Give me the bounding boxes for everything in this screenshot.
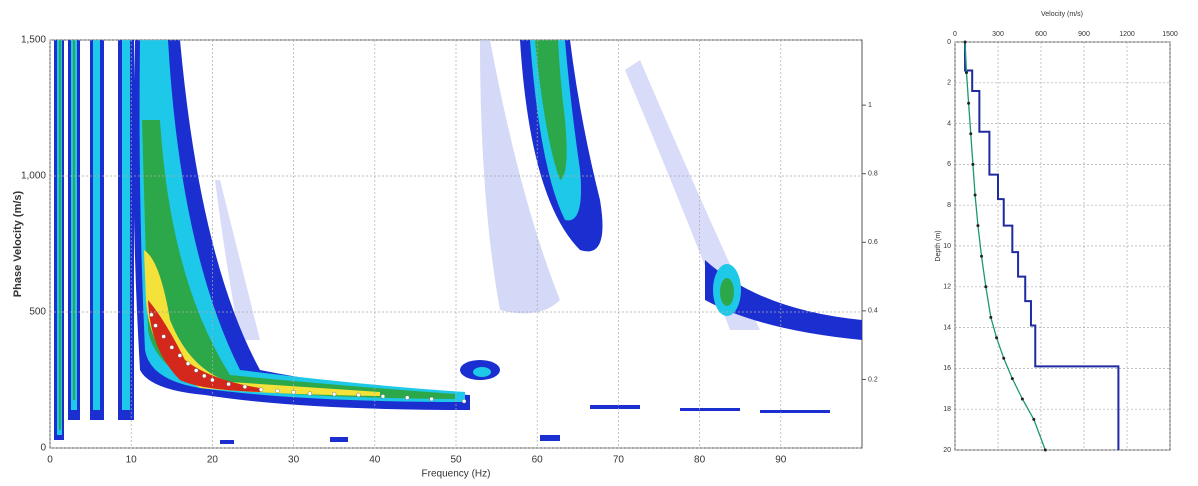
y-tick-label: 4 bbox=[947, 120, 951, 127]
dispersion-point bbox=[307, 391, 312, 396]
y2-tick-label: 0.2 bbox=[868, 376, 878, 383]
profile-line bbox=[964, 41, 1046, 451]
y-tick-label: 2 bbox=[947, 80, 951, 87]
dispersion-point bbox=[177, 353, 183, 358]
dispersion-point bbox=[242, 384, 248, 389]
dispersion-point bbox=[461, 399, 467, 404]
profile-point bbox=[964, 71, 968, 75]
dispersion-point bbox=[161, 334, 166, 339]
dispersion-point bbox=[226, 381, 231, 387]
dispersion-point bbox=[202, 373, 207, 379]
y-tick-label: 18 bbox=[943, 406, 951, 413]
profile-point bbox=[963, 40, 967, 44]
y-tick-label: 8 bbox=[947, 202, 951, 209]
profile-point bbox=[980, 254, 984, 258]
profile-line bbox=[964, 42, 1120, 450]
profile-point bbox=[1020, 397, 1024, 401]
y-tick-label: 16 bbox=[943, 365, 951, 372]
profile-point bbox=[967, 101, 971, 105]
dispersion-point bbox=[429, 396, 434, 402]
x-tick-label: 30 bbox=[288, 455, 300, 466]
x-tick-label: 90 bbox=[775, 455, 787, 466]
y-tick-label: 14 bbox=[943, 324, 951, 331]
y-tick-label: 1,000 bbox=[21, 171, 46, 182]
profile-point bbox=[989, 315, 993, 319]
dispersion-point bbox=[185, 361, 191, 366]
profile-area bbox=[954, 41, 1171, 451]
x-tick-label: 600 bbox=[1035, 31, 1047, 38]
profile-point bbox=[995, 336, 999, 340]
profile-point bbox=[1032, 417, 1036, 421]
profile-point bbox=[1043, 448, 1047, 452]
x-tick-label: 70 bbox=[613, 455, 625, 466]
x-tick-label: 10 bbox=[126, 455, 138, 466]
dispersion-image bbox=[54, 40, 862, 444]
profile-point bbox=[969, 132, 973, 136]
y-tick-label: 0 bbox=[40, 443, 46, 454]
x-tick-label: 50 bbox=[450, 455, 462, 466]
x-tick-label: 60 bbox=[532, 455, 544, 466]
y-tick-label: 20 bbox=[943, 447, 951, 454]
dispersion-point bbox=[405, 395, 410, 400]
dispersion-point bbox=[210, 377, 215, 383]
x-tick-label: 80 bbox=[694, 455, 706, 466]
dispersion-point bbox=[380, 394, 386, 399]
x-tick-label: 20 bbox=[207, 455, 219, 466]
profile-point bbox=[984, 285, 988, 289]
profile-point bbox=[973, 193, 977, 197]
dispersion-point bbox=[258, 387, 264, 392]
dispersion-point bbox=[291, 390, 296, 395]
x-tick-label: 300 bbox=[992, 31, 1004, 38]
y2-tick-label: 1 bbox=[868, 102, 872, 109]
dispersion-point bbox=[332, 391, 337, 397]
dispersion-point bbox=[169, 345, 174, 350]
dispersion-point bbox=[356, 392, 361, 398]
x-tick-label: 1500 bbox=[1162, 31, 1178, 38]
x-tick-label: 0 bbox=[953, 31, 957, 38]
x-tick-label: 40 bbox=[369, 455, 381, 466]
profile-point bbox=[976, 224, 980, 228]
y2-tick-label: 0.4 bbox=[868, 308, 878, 315]
y2-tick-label: 0.8 bbox=[868, 171, 878, 178]
dispersion-point bbox=[275, 388, 280, 394]
y-tick-label: 0 bbox=[947, 39, 951, 46]
profile-point bbox=[1002, 356, 1006, 360]
x-tick-label: 900 bbox=[1078, 31, 1090, 38]
y-tick-label: 500 bbox=[29, 307, 46, 318]
x-axis-label: Velocity (m/s) bbox=[1041, 11, 1083, 18]
y-tick-label: 1,500 bbox=[21, 35, 46, 46]
y-axis-label: Phase Velocity (m/s) bbox=[12, 190, 24, 297]
dispersion-point bbox=[194, 368, 199, 373]
x-tick-label: 1200 bbox=[1119, 31, 1135, 38]
dispersion-point bbox=[149, 312, 154, 317]
x-tick-label: 0 bbox=[47, 455, 53, 466]
profile-point bbox=[971, 162, 975, 166]
y-tick-label: 12 bbox=[943, 284, 951, 291]
y-axis-label: Depth (m) bbox=[935, 230, 942, 261]
profile-point bbox=[1010, 377, 1014, 381]
y-tick-label: 6 bbox=[947, 161, 951, 168]
x-axis-label: Frequency (Hz) bbox=[422, 469, 491, 480]
dispersion-point bbox=[153, 323, 158, 328]
y2-tick-label: 0.6 bbox=[868, 239, 878, 246]
y-tick-label: 10 bbox=[943, 243, 951, 250]
